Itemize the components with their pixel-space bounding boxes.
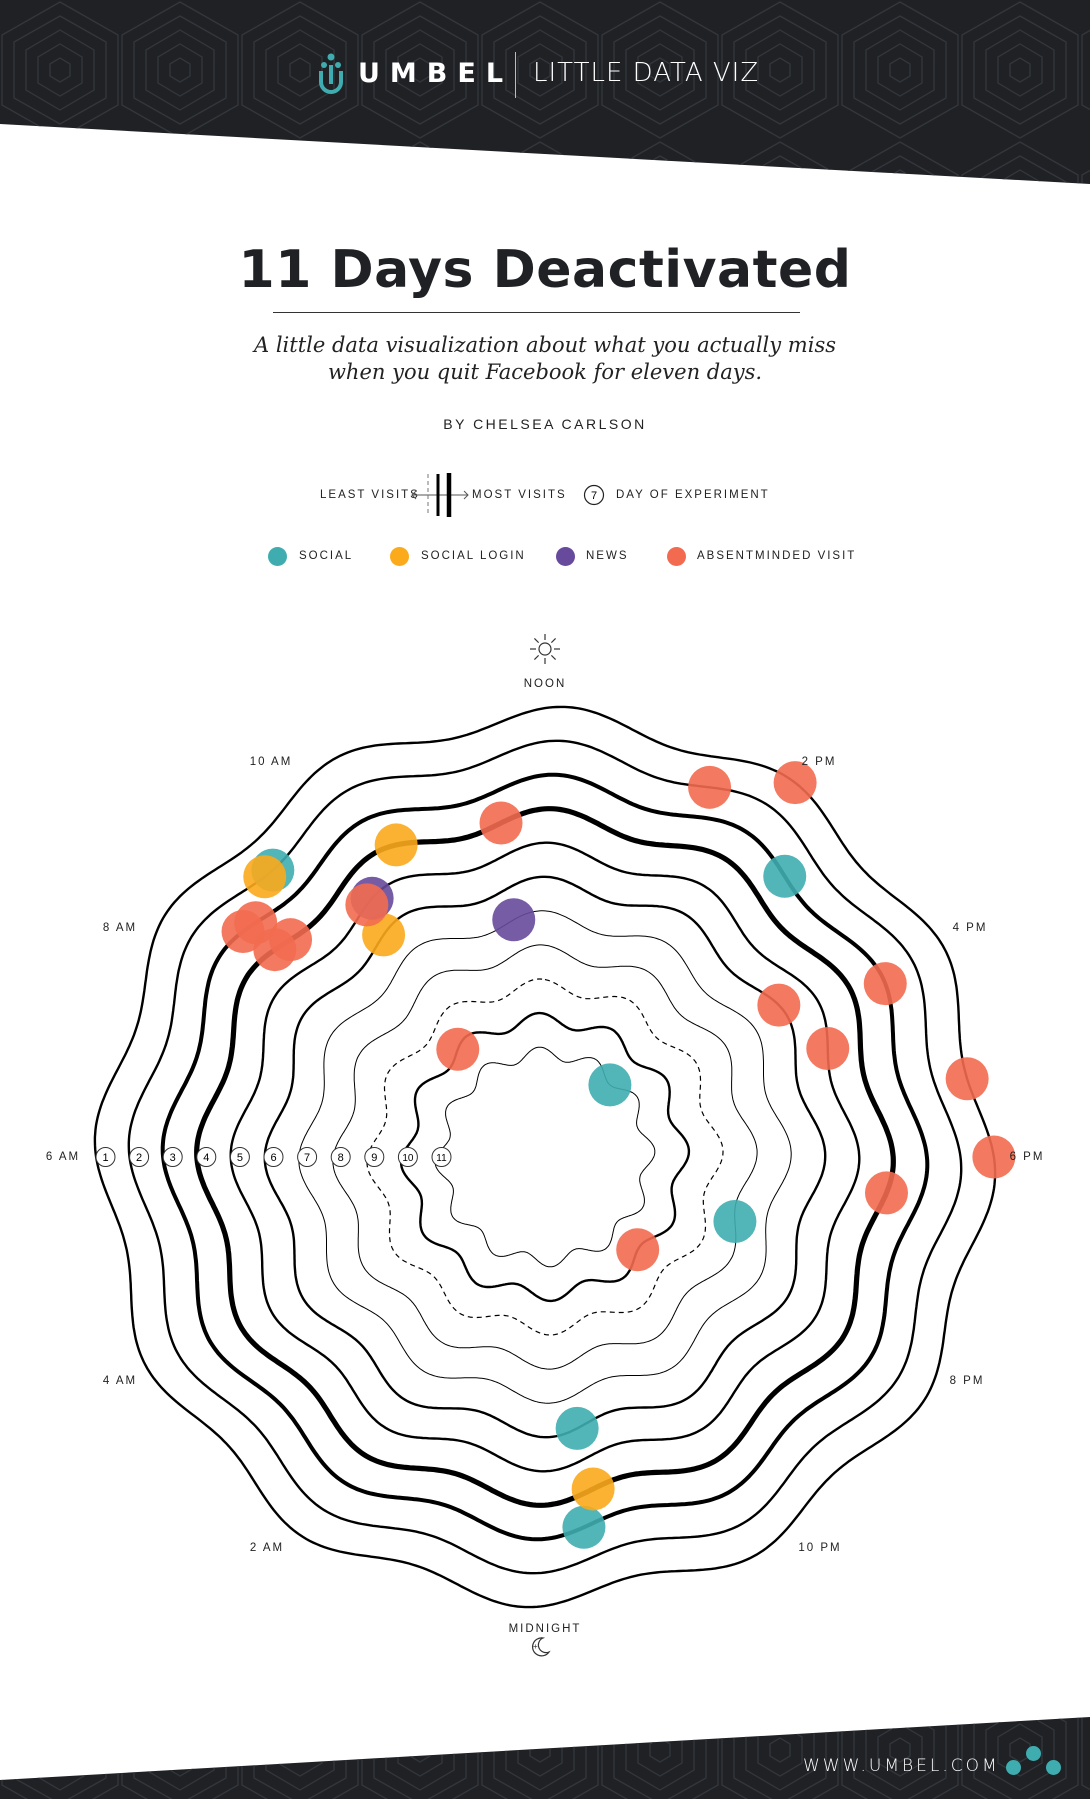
day-ring-2	[127, 739, 963, 1575]
day-label-text: 6	[270, 1152, 276, 1164]
subtitle-line-1: A little data visualization about what y…	[254, 333, 836, 357]
header-divider	[515, 52, 516, 98]
visit-dot-absentminded-visit	[773, 761, 817, 805]
line-weight-scale-icon	[411, 473, 469, 517]
visit-dot-absentminded-visit	[436, 1027, 480, 1071]
visit-dot-absentminded-visit	[253, 928, 297, 972]
time-label: 2 PM	[801, 756, 837, 768]
legend-social-login-dot	[390, 547, 409, 566]
day-label-3: 3	[162, 1147, 183, 1167]
day-label-text: 5	[237, 1152, 243, 1164]
day-label-text: 8	[338, 1152, 344, 1164]
day-label-text: 1	[102, 1152, 108, 1164]
day-label-2: 2	[129, 1147, 150, 1167]
legend-news-dot	[556, 547, 575, 566]
byline: BY CHELSEA CARLSON	[443, 416, 647, 432]
visit-dot-absentminded-visit	[479, 801, 523, 845]
footer-url[interactable]: WWW.UMBEL.COM	[803, 1756, 1000, 1776]
day-label-text: 11	[436, 1153, 447, 1164]
day-label-text: 3	[170, 1152, 176, 1164]
visit-dot-absentminded-visit	[688, 765, 732, 809]
day-label-1: 1	[95, 1147, 116, 1167]
visit-dot-social-login	[243, 855, 287, 899]
day-label-8: 8	[330, 1147, 351, 1167]
legend-absentminded-label: ABSENTMINDED VISIT	[697, 550, 857, 562]
time-label: 10 AM	[249, 756, 293, 768]
title-rule	[273, 312, 800, 313]
radial-chart: 1 2 3 4 5 6 7 8 9 10 11 +	[93, 634, 1016, 1657]
legend-day-label: DAY OF EXPERIMENT	[616, 489, 770, 501]
moon-icon: +	[532, 1637, 551, 1657]
header-section: LITTLE DATA VIZ	[533, 58, 760, 88]
time-label: 4 AM	[102, 1375, 138, 1387]
time-label: 6 PM	[1009, 1151, 1045, 1163]
footer-dot-icon	[1026, 1746, 1041, 1761]
time-label: 4 PM	[952, 922, 988, 934]
legend-most-visits: MOST VISITS	[472, 489, 567, 501]
day-ring-5	[229, 841, 861, 1473]
legend-absentminded-dot	[667, 547, 686, 566]
day-ring-9	[366, 978, 724, 1336]
visit-dot-news	[492, 898, 536, 942]
day-ring-8	[332, 944, 758, 1370]
day-label-text: 10	[402, 1153, 414, 1164]
day-label-4: 4	[196, 1147, 217, 1167]
day-label-11: 11	[431, 1147, 452, 1167]
time-label: NOON	[523, 678, 567, 690]
time-label: 6 AM	[45, 1151, 81, 1163]
legend-social-login-label: SOCIAL LOGIN	[421, 550, 526, 562]
footer-dot-icon	[1006, 1760, 1021, 1775]
visit-dot-social-login	[571, 1467, 615, 1511]
legend-social-dot	[268, 547, 287, 566]
legend-social-label: SOCIAL	[299, 550, 354, 562]
visit-dot-social	[763, 854, 807, 898]
day-ring-4	[194, 806, 896, 1508]
visit-dot-absentminded-visit	[221, 910, 265, 954]
visit-dot-absentminded-visit	[345, 883, 389, 927]
visit-dot-absentminded-visit	[806, 1026, 850, 1070]
visit-dot-absentminded-visit	[864, 1171, 908, 1215]
visit-dot-social	[713, 1199, 757, 1243]
day-label-10: 10	[397, 1147, 418, 1167]
visit-dot-social-login	[374, 823, 418, 867]
visit-dot-absentminded-visit	[863, 962, 907, 1006]
time-label: 8 PM	[949, 1375, 985, 1387]
time-label: MIDNIGHT	[508, 1623, 582, 1635]
day-ring-1	[93, 705, 997, 1609]
day-label-text: 7	[304, 1152, 310, 1164]
svg-text:+: +	[533, 1642, 538, 1651]
time-label: 2 AM	[249, 1542, 285, 1554]
day-marker-icon: 7	[583, 484, 605, 506]
time-label: 8 AM	[102, 922, 138, 934]
day-marker-text: 7	[591, 490, 597, 502]
visit-dot-absentminded-visit	[757, 983, 801, 1027]
legend-news-label: NEWS	[586, 550, 629, 562]
legend-least-visits: LEAST VISITS	[320, 489, 420, 501]
day-label-text: 9	[371, 1152, 377, 1164]
time-label: 10 PM	[798, 1542, 842, 1554]
day-label-text: 4	[203, 1152, 209, 1164]
day-ring-10	[399, 1011, 691, 1303]
sun-icon	[530, 634, 560, 664]
page-title: 11 Days Deactivated	[238, 240, 852, 300]
visit-dot-absentminded-visit	[972, 1135, 1016, 1179]
day-label-text: 2	[136, 1152, 142, 1164]
day-label-6: 6	[263, 1147, 284, 1167]
day-label-7: 7	[297, 1147, 318, 1167]
day-ring-7	[298, 910, 792, 1404]
day-ring-11	[434, 1046, 656, 1268]
umbel-logo-icon	[319, 53, 343, 94]
visit-dot-absentminded-visit	[945, 1057, 989, 1101]
visit-dot-social	[555, 1406, 599, 1450]
brand-logo: UMBEL	[358, 58, 514, 89]
visit-dot-social	[562, 1505, 606, 1549]
subtitle-line-2: when you quit Facebook for eleven days.	[327, 360, 763, 384]
footer-dot-icon	[1046, 1760, 1061, 1775]
day-label-5: 5	[229, 1147, 250, 1167]
day-label-9: 9	[364, 1147, 385, 1167]
visit-dot-absentminded-visit	[616, 1228, 660, 1272]
visit-dot-social	[588, 1063, 632, 1107]
